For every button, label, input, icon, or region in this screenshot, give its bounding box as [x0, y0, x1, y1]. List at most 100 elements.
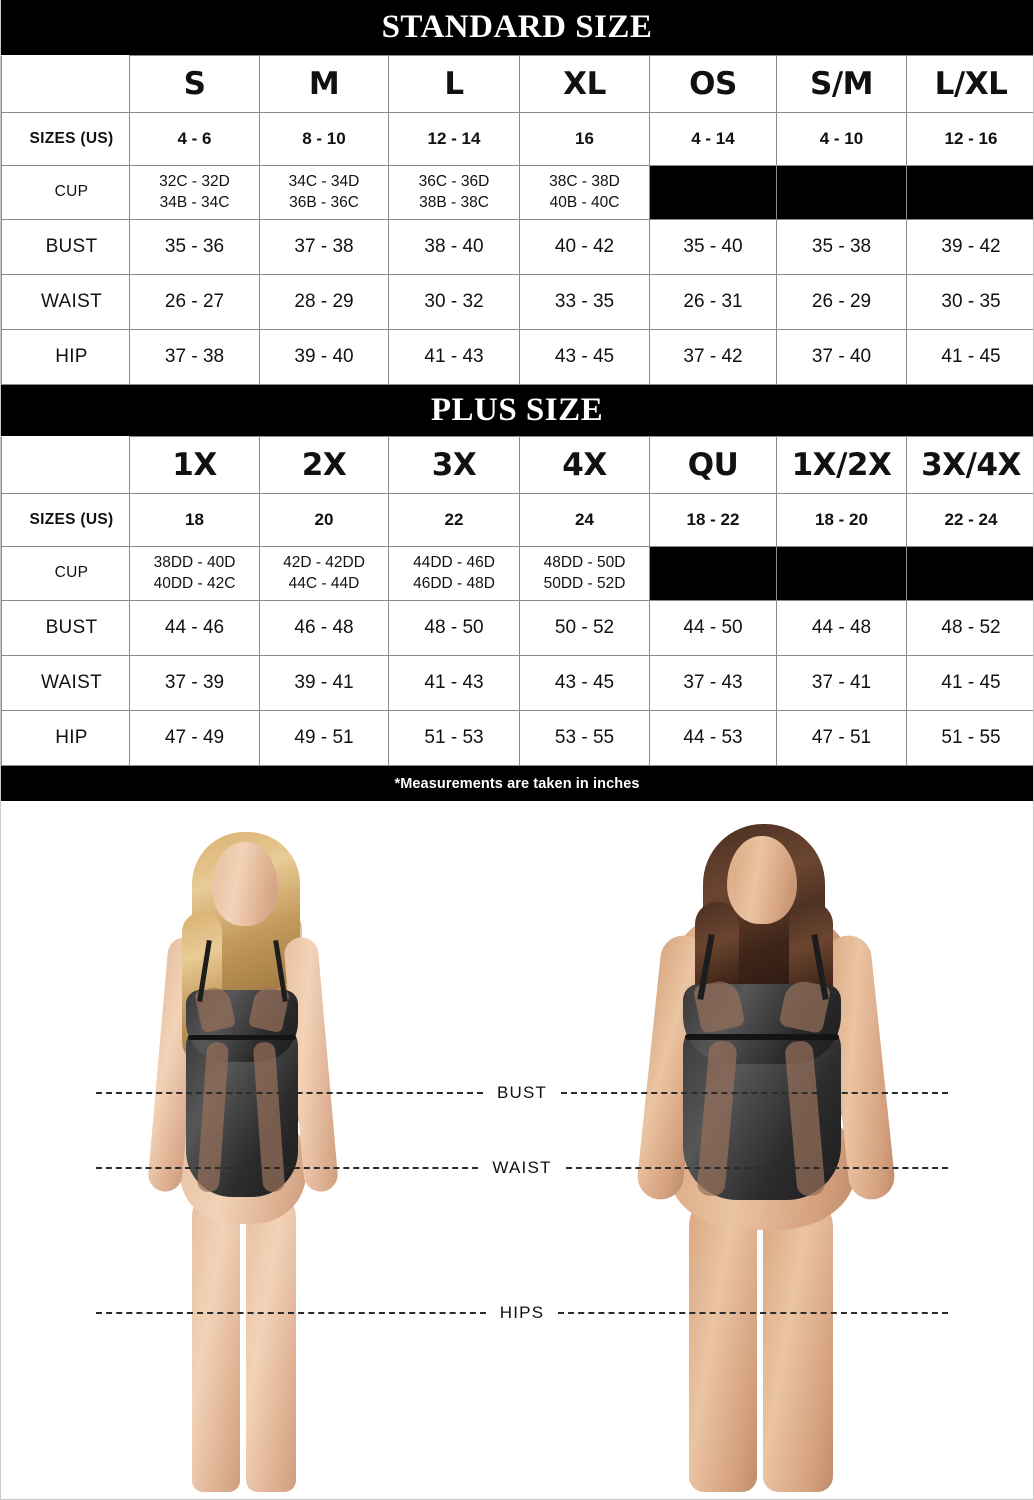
standard-header-s: S	[129, 55, 260, 113]
plus-waist-4x: 43 - 45	[519, 655, 650, 711]
plus-bust-3x4x: 48 - 52	[906, 600, 1033, 656]
plus-sizes-2x: 20	[259, 493, 389, 547]
footnote-band: *Measurements are taken in inches	[1, 766, 1033, 801]
plus-header-qu: QU	[649, 436, 777, 494]
plus-row-waist: WAIST 37 - 39 39 - 41 41 - 43 43 - 45 37…	[1, 655, 1033, 711]
standard-row-cup: CUP 32C - 32D 34B - 34C 34C - 34D 36B - …	[1, 165, 1033, 220]
plus-bust-1x: 44 - 46	[129, 600, 260, 656]
standard-cup-xl: 38C - 38D 40B - 40C	[519, 165, 650, 220]
plus-cup-4x-line1: 48DD - 50D	[543, 553, 626, 571]
standard-waist-m: 28 - 29	[259, 274, 389, 330]
standard-sizes-s: 4 - 6	[129, 112, 260, 166]
model-plus-underwire	[685, 1034, 839, 1040]
plus-sizes-1x: 18	[129, 493, 260, 547]
plus-header-4x: 4X	[519, 436, 650, 494]
plus-hip-3x4x: 51 - 55	[906, 710, 1033, 766]
plus-cup-qu-blackout	[649, 546, 777, 601]
plus-row-hip: HIP 47 - 49 49 - 51 51 - 53 53 - 55 44 -…	[1, 710, 1033, 766]
standard-label-sizes: SIZES (US)	[1, 112, 130, 166]
model-plus-illustration	[591, 812, 951, 1492]
standard-bust-lxl: 39 - 42	[906, 219, 1033, 275]
plus-header-1x2x: 1X/2X	[776, 436, 907, 494]
standard-cup-sm-blackout	[776, 165, 907, 220]
plus-label-waist: WAIST	[1, 655, 130, 711]
standard-hip-l: 41 - 43	[388, 329, 520, 385]
standard-header-os: OS	[649, 55, 777, 113]
standard-cup-os-blackout	[649, 165, 777, 220]
standard-waist-xl: 33 - 35	[519, 274, 650, 330]
model-standard-face	[216, 846, 274, 926]
standard-row-sizes: SIZES (US) 4 - 6 8 - 10 12 - 14 16 4 - 1…	[1, 112, 1033, 166]
standard-size-title: STANDARD SIZE	[381, 9, 653, 45]
plus-hip-4x: 53 - 55	[519, 710, 650, 766]
model-plus-leg-left	[689, 1192, 757, 1492]
standard-size-title-band: STANDARD SIZE	[1, 0, 1033, 55]
standard-label-cup: CUP	[1, 165, 130, 220]
standard-cup-l-line2: 38B - 38C	[419, 193, 489, 211]
standard-cup-l-line1: 36C - 36D	[418, 172, 490, 190]
plus-header-3x: 3X	[388, 436, 520, 494]
standard-label-bust: BUST	[1, 219, 130, 275]
standard-cup-m: 34C - 34D 36B - 36C	[259, 165, 389, 220]
plus-waist-2x: 39 - 41	[259, 655, 389, 711]
standard-hip-m: 39 - 40	[259, 329, 389, 385]
plus-hip-3x: 51 - 53	[388, 710, 520, 766]
standard-hip-lxl: 41 - 45	[906, 329, 1033, 385]
model-standard-illustration	[106, 812, 406, 1492]
plus-cup-2x-line2: 44C - 44D	[288, 574, 360, 592]
model-standard-leg-left	[192, 1192, 240, 1492]
plus-header-blank	[1, 436, 130, 494]
plus-waist-3x4x: 41 - 45	[906, 655, 1033, 711]
standard-waist-s: 26 - 27	[129, 274, 260, 330]
standard-waist-lxl: 30 - 35	[906, 274, 1033, 330]
standard-header-lxl: L/XL	[906, 55, 1033, 113]
bust-line-label: BUST	[482, 1083, 562, 1103]
plus-sizes-3x: 22	[388, 493, 520, 547]
plus-cup-3x4x-blackout	[906, 546, 1033, 601]
plus-hip-1x2x: 47 - 51	[776, 710, 907, 766]
plus-label-sizes: SIZES (US)	[1, 493, 130, 547]
plus-waist-3x: 41 - 43	[388, 655, 520, 711]
standard-sizes-lxl: 12 - 16	[906, 112, 1033, 166]
plus-sizes-4x: 24	[519, 493, 650, 547]
plus-cup-1x-line2: 40DD - 42C	[153, 574, 236, 592]
plus-bust-qu: 44 - 50	[649, 600, 777, 656]
plus-size-title: PLUS SIZE	[430, 392, 604, 428]
plus-waist-1x2x: 37 - 41	[776, 655, 907, 711]
plus-cup-3x: 44DD - 46D 46DD - 48D	[388, 546, 520, 601]
standard-header-blank	[1, 55, 130, 113]
plus-hip-2x: 49 - 51	[259, 710, 389, 766]
plus-sizes-3x4x: 22 - 24	[906, 493, 1033, 547]
standard-hip-os: 37 - 42	[649, 329, 777, 385]
standard-cup-xl-line2: 40B - 40C	[549, 193, 620, 211]
plus-size-title-band: PLUS SIZE	[1, 385, 1033, 436]
standard-sizes-l: 12 - 14	[388, 112, 520, 166]
model-plus-leg-right	[763, 1192, 833, 1492]
standard-label-waist: WAIST	[1, 274, 130, 330]
hips-line-label: HIPS	[485, 1303, 559, 1323]
plus-row-bust: BUST 44 - 46 46 - 48 48 - 50 50 - 52 44 …	[1, 600, 1033, 656]
plus-sizes-qu: 18 - 22	[649, 493, 777, 547]
plus-bust-2x: 46 - 48	[259, 600, 389, 656]
plus-hip-qu: 44 - 53	[649, 710, 777, 766]
standard-bust-m: 37 - 38	[259, 219, 389, 275]
plus-cup-3x-line2: 46DD - 48D	[413, 574, 495, 592]
plus-cup-4x: 48DD - 50D 50DD - 52D	[519, 546, 650, 601]
plus-row-cup: CUP 38DD - 40D 40DD - 42C 42D - 42DD 44C…	[1, 546, 1033, 601]
plus-waist-qu: 37 - 43	[649, 655, 777, 711]
plus-cup-1x-line1: 38DD - 40D	[153, 553, 236, 571]
standard-bust-s: 35 - 36	[129, 219, 260, 275]
plus-cup-4x-line2: 50DD - 52D	[543, 574, 626, 592]
plus-bust-3x: 48 - 50	[388, 600, 520, 656]
standard-sizes-sm: 4 - 10	[776, 112, 907, 166]
plus-cup-1x2x-blackout	[776, 546, 907, 601]
plus-bust-4x: 50 - 52	[519, 600, 650, 656]
plus-cup-3x-line1: 44DD - 46D	[413, 553, 495, 571]
plus-header-3x4x: 3X/4X	[906, 436, 1033, 494]
standard-row-hip: HIP 37 - 38 39 - 40 41 - 43 43 - 45 37 -…	[1, 329, 1033, 385]
model-standard-leg-right	[246, 1192, 296, 1492]
standard-sizes-os: 4 - 14	[649, 112, 777, 166]
standard-label-hip: HIP	[1, 329, 130, 385]
standard-header-m: M	[259, 55, 389, 113]
